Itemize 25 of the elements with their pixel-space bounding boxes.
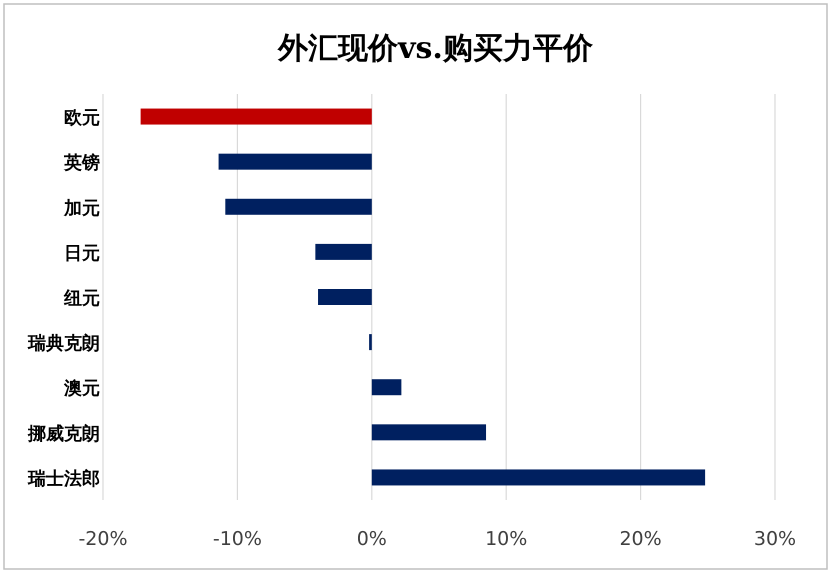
y-tick-label: 瑞士法郎 [27,468,100,490]
y-tick-label: 纽元 [63,288,100,309]
x-tick-label: 0% [356,528,387,550]
bar [225,198,372,215]
x-tick-label: -20% [78,528,128,550]
y-tick-label: 日元 [64,242,100,264]
x-tick-label: 10% [485,528,528,550]
bar [372,379,402,396]
y-tick-label: 英镑 [63,152,100,174]
bar [140,108,372,125]
bar [369,334,372,350]
y-tick-label: 挪威克朗 [27,423,100,444]
y-tick-label: 瑞典克朗 [27,333,100,354]
bar [372,469,706,486]
x-tick-label: -10% [212,528,262,550]
x-tick-label: 20% [619,528,662,550]
bar [372,424,486,440]
y-tick-label: 澳元 [63,378,100,400]
x-tick-label: 30% [754,528,796,550]
bar [318,289,372,305]
y-tick-label: 加元 [63,198,100,219]
y-tick-label: 欧元 [64,108,100,129]
chart-title: 外汇现价vs.购买力平价 [277,31,594,66]
bar [315,244,372,260]
bar [218,154,372,170]
